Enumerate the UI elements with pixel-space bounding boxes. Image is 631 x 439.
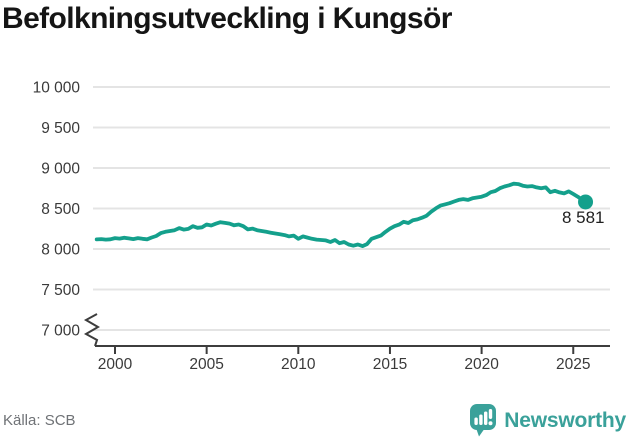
source-note: Källa: SCB xyxy=(3,412,76,429)
end-point-label: 8 581 xyxy=(562,208,605,227)
population-line-chart: 7 000 7 500 8 000 8 500 9 000 9 500 10 000 2000… xyxy=(33,80,610,373)
x-tick-label: 2020 xyxy=(464,356,499,373)
y-tick-label: 7 500 xyxy=(41,282,80,299)
end-point-marker xyxy=(578,194,594,210)
x-tick-label: 2005 xyxy=(189,356,223,373)
y-tick-label: 9 500 xyxy=(41,120,80,137)
bar-chart-speech-bubble-icon xyxy=(470,404,497,437)
axis-break-icon xyxy=(83,313,100,347)
page-title: Befolkningsutveckling i Kungsör xyxy=(2,2,452,35)
y-tick-label: 10 000 xyxy=(33,80,81,97)
population-line xyxy=(94,181,588,249)
chart-footer: Källa: SCB Newsworthy xyxy=(0,402,631,439)
x-tick-label: 2010 xyxy=(281,356,316,373)
y-tick-label: 8 000 xyxy=(41,242,80,259)
y-tick-label: 7 000 xyxy=(41,323,80,340)
newsworthy-logo[interactable]: Newsworthy xyxy=(469,403,626,438)
newsworthy-wordmark: Newsworthy xyxy=(504,408,626,432)
y-tick-label: 8 500 xyxy=(41,201,80,218)
x-tick-label: 2000 xyxy=(98,356,133,373)
y-tick-label: 9 000 xyxy=(41,161,80,178)
x-tick-label: 2025 xyxy=(556,356,590,373)
x-tick-label: 2015 xyxy=(373,356,407,373)
